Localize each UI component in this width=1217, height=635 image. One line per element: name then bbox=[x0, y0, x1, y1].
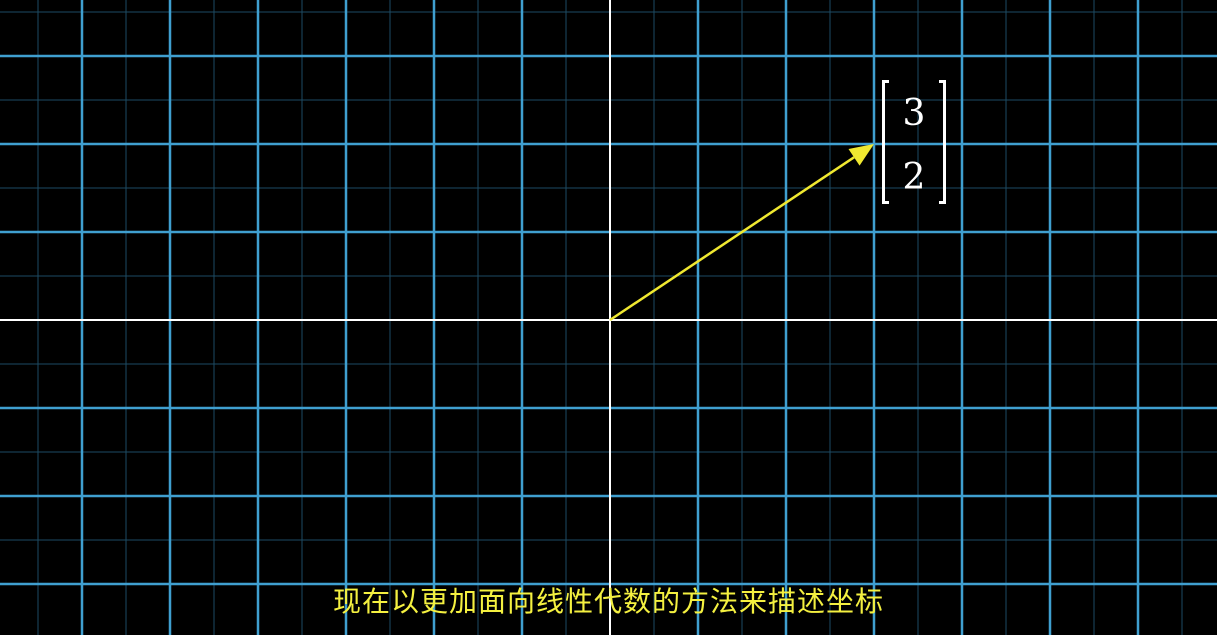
vector-arrowhead bbox=[848, 144, 874, 166]
vector bbox=[609, 144, 874, 322]
left-bracket bbox=[882, 80, 889, 204]
vector-shaft bbox=[609, 156, 855, 322]
right-bracket bbox=[939, 80, 946, 204]
vector-entry-y: 2 bbox=[902, 157, 926, 198]
vector-coordinate-label: 3 2 bbox=[880, 80, 948, 208]
vector-entry-x: 3 bbox=[902, 93, 926, 134]
subtitle-caption: 现在以更加面向线性代数的方法来描述坐标 bbox=[332, 585, 884, 618]
